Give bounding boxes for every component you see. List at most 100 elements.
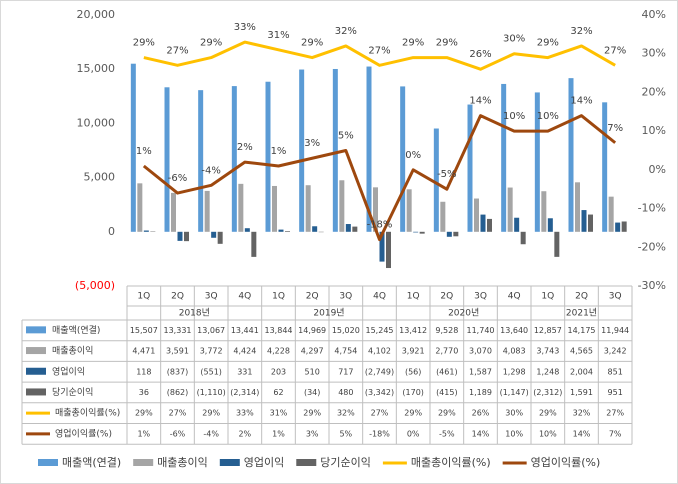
bar xyxy=(285,231,290,232)
bar xyxy=(501,83,507,232)
x-tick-label: 3Q xyxy=(205,292,218,302)
bar xyxy=(406,189,412,232)
table-cell: 851 xyxy=(608,367,623,376)
table-legend-swatch xyxy=(26,326,46,334)
table-cell: 2,770 xyxy=(435,347,458,356)
x-tick-label: 3Q xyxy=(474,292,487,302)
data-label: 14% xyxy=(570,96,592,107)
table-cell: 27% xyxy=(169,409,187,418)
data-label: 2% xyxy=(237,142,253,153)
bar xyxy=(164,87,170,232)
y2-tick-label: 30% xyxy=(642,47,666,60)
bar xyxy=(366,66,372,232)
table-cell: 11,740 xyxy=(467,326,495,335)
bar xyxy=(487,218,492,232)
bar xyxy=(211,231,217,238)
year-label: 2019년 xyxy=(313,308,344,319)
bar xyxy=(568,78,574,232)
data-label: 14% xyxy=(469,96,491,107)
table-cell: 12,857 xyxy=(534,326,562,335)
table-cell: 1% xyxy=(137,429,150,438)
table-cell: 32% xyxy=(337,409,355,418)
table-cell: 4,297 xyxy=(301,347,324,356)
bar xyxy=(453,231,459,237)
x-tick-label: 1Q xyxy=(407,292,420,302)
table-cell: 29% xyxy=(303,409,321,418)
table-cell: 15,020 xyxy=(332,326,360,335)
bar xyxy=(217,231,223,244)
table-cell: 1,587 xyxy=(469,367,492,376)
table-cell: (3,342) xyxy=(365,388,394,397)
bar xyxy=(332,68,338,232)
y-tick-label: 5,000 xyxy=(84,171,116,184)
y2-tick-label: 20% xyxy=(642,85,666,98)
bar xyxy=(272,185,277,232)
x-tick-label: 2Q xyxy=(171,292,184,302)
table-cell: 29% xyxy=(135,409,153,418)
table-cell: (551) xyxy=(200,367,222,376)
table-cell: 5% xyxy=(339,429,352,438)
bar xyxy=(130,63,136,232)
data-label: -18% xyxy=(367,220,393,231)
bar xyxy=(541,191,547,232)
table-cell: 4,471 xyxy=(132,347,155,356)
x-tick-label: 4Q xyxy=(508,292,521,302)
legend-swatch xyxy=(296,459,317,466)
data-label: 7% xyxy=(607,123,623,134)
table-cell: 29% xyxy=(438,409,456,418)
table-cell: (1,147) xyxy=(500,388,529,397)
bar xyxy=(446,231,452,237)
table-cell: 29% xyxy=(404,409,422,418)
legend-swatch xyxy=(219,459,240,466)
table-cell: 717 xyxy=(338,367,353,376)
year-label: 2021년 xyxy=(566,308,597,319)
table-cell: 480 xyxy=(338,388,353,397)
table-cell: (1,110) xyxy=(197,388,226,397)
data-label: 10% xyxy=(537,111,559,122)
table-cell: 15,507 xyxy=(130,326,158,335)
data-label: 26% xyxy=(469,49,491,60)
table-row-label: 매출총이익 xyxy=(52,345,93,357)
table-cell: 26% xyxy=(472,409,490,418)
x-tick-label: 4Q xyxy=(238,292,251,302)
bar xyxy=(184,231,189,242)
bar xyxy=(137,183,143,232)
data-label: 3% xyxy=(304,138,320,149)
table-cell: (862) xyxy=(167,388,189,397)
table-cell: 13,441 xyxy=(231,326,259,335)
x-tick-label: 1Q xyxy=(137,292,150,302)
table-row-label: 매출액(연결) xyxy=(52,324,100,336)
table-cell: -4% xyxy=(203,429,219,438)
table-cell: 9,528 xyxy=(435,326,458,335)
bar xyxy=(581,210,587,232)
data-label: 33% xyxy=(234,22,256,33)
data-label: 27% xyxy=(166,45,188,56)
table-cell: 13,067 xyxy=(197,326,225,335)
y2-tick-label: 10% xyxy=(642,124,666,137)
table-cell: 2,004 xyxy=(570,367,593,376)
table-cell: 4,102 xyxy=(368,347,391,356)
bar xyxy=(554,231,560,257)
table-cell: 10% xyxy=(539,429,557,438)
bar xyxy=(339,180,345,232)
data-label: 1% xyxy=(271,146,287,157)
data-label: 27% xyxy=(368,45,390,56)
legend-swatch xyxy=(133,459,154,466)
bar xyxy=(305,185,311,232)
table-cell: 62 xyxy=(273,388,283,397)
table-cell: 2% xyxy=(238,429,251,438)
table-cell: 4,754 xyxy=(334,347,357,356)
y-tick-label: 0 xyxy=(108,225,115,238)
x-tick-label: 3Q xyxy=(609,292,622,302)
y2-tick-label: 40% xyxy=(642,8,666,21)
bar xyxy=(278,229,284,232)
bar xyxy=(433,128,439,232)
bar xyxy=(514,217,520,232)
bar xyxy=(547,218,553,232)
data-label: -4% xyxy=(201,165,220,176)
table-cell: 13,412 xyxy=(399,326,427,335)
table-cell: 3% xyxy=(306,429,319,438)
legend-label: 영업이익 xyxy=(244,456,284,469)
bar xyxy=(520,231,526,245)
